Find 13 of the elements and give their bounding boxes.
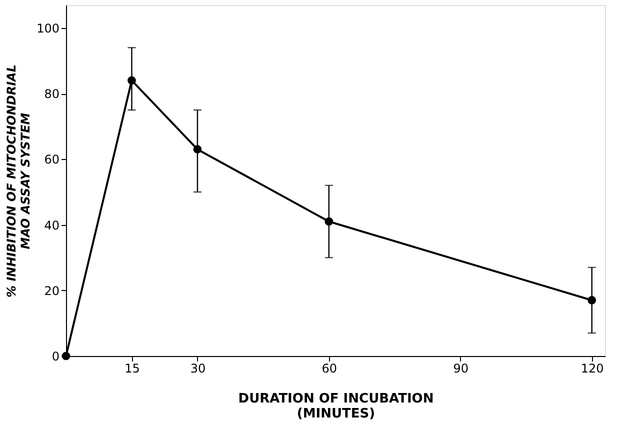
y-tick-label: 0 — [52, 350, 60, 364]
x-tick-label: 60 — [322, 362, 338, 376]
x-tick-label: 120 — [580, 362, 604, 376]
y-axis-title: % INHIBITION OF MITOCHONDRIAL MAO ASSAY SYSTEM — [4, 64, 33, 298]
y-tick-label: 60 — [44, 152, 60, 167]
y-tick-label: 80 — [44, 87, 60, 102]
x-tick-label: 30 — [190, 362, 206, 376]
x-axis-title: DURATION OF INCUBATION (MINUTES) — [238, 392, 434, 422]
y-tick-label: 40 — [44, 218, 60, 232]
y-tick-label: 100 — [36, 21, 60, 36]
x-tick-label: 90 — [453, 362, 469, 376]
x-tick-label: 15 — [124, 362, 140, 376]
y-tick-label: 20 — [44, 284, 60, 298]
